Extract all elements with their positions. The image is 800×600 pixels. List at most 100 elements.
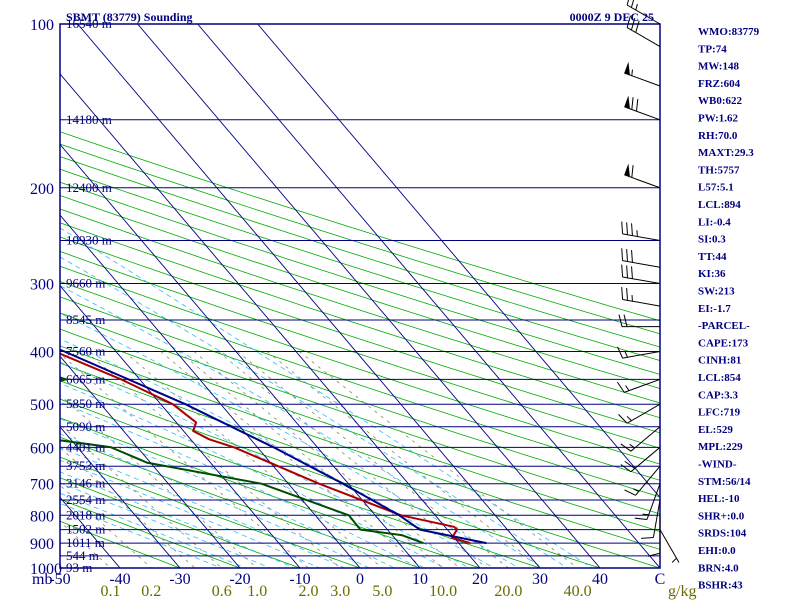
moist-adiabat-line bbox=[60, 338, 495, 568]
height-label: 9660 m bbox=[66, 276, 105, 291]
mixing-ratio-line bbox=[178, 351, 444, 568]
mixing-ratio-labels: 0.1 0.2 0.6 1.0 2.0 3.0 5.0 10.0 20.0 40.0 bbox=[101, 583, 592, 600]
sounding-index: TH:5757 bbox=[698, 164, 740, 176]
temperature-tick-label: -30 bbox=[169, 571, 190, 588]
wind-barb bbox=[621, 264, 661, 285]
sounding-index: EI:-1.7 bbox=[698, 303, 731, 315]
wind-barb-staff bbox=[624, 106, 661, 121]
mixing-ratio-label: 20.0 bbox=[494, 583, 522, 600]
dry-adiabat-line bbox=[60, 380, 602, 568]
wind-barb-feather bbox=[626, 249, 629, 262]
mixing-ratio-line bbox=[217, 351, 488, 568]
wind-barb-feather bbox=[631, 266, 633, 279]
mixing-ratio-label: 5.0 bbox=[372, 583, 392, 600]
dry-adiabat-line bbox=[60, 417, 482, 568]
height-label: 12400 m bbox=[66, 180, 112, 195]
dry-adiabat-line bbox=[60, 328, 660, 532]
height-label: 16540 m bbox=[66, 16, 112, 31]
height-label: 5850 m bbox=[66, 396, 105, 411]
temperature-tick-label: 40 bbox=[592, 571, 608, 588]
height-label: 2018 m bbox=[66, 507, 105, 522]
mixing-ratio-label: 10.0 bbox=[429, 583, 457, 600]
isotherm-line bbox=[60, 73, 481, 568]
wind-barb-staff bbox=[622, 298, 661, 307]
sounding-index: TT:44 bbox=[698, 251, 727, 263]
height-label: 4401 m bbox=[66, 439, 105, 454]
wind-barb-feather bbox=[631, 223, 633, 236]
wind-barb-staff bbox=[624, 378, 661, 393]
isotherm-line bbox=[197, 24, 660, 568]
wind-barb-feather bbox=[626, 287, 629, 301]
background-grid bbox=[60, 24, 660, 568]
wind-barb-feather bbox=[631, 250, 633, 263]
sounding-index: L57:5.1 bbox=[698, 182, 734, 194]
wind-barb-feather bbox=[626, 15, 631, 28]
pressure-tick-label: 500 bbox=[30, 397, 54, 414]
wind-barb-feather bbox=[621, 264, 624, 277]
dry-adiabat-line bbox=[60, 143, 660, 335]
wind-barb-staff bbox=[622, 260, 661, 268]
sounding-index: SHR+:0.0 bbox=[698, 510, 745, 522]
wind-barb bbox=[616, 378, 661, 393]
dry-adiabat-line bbox=[60, 195, 660, 389]
sounding-index: KI:36 bbox=[698, 268, 726, 280]
mixing-ratio-label: 1.0 bbox=[247, 583, 267, 600]
dry-adiabat-line bbox=[60, 498, 242, 568]
sounding-index: MAXT:29.3 bbox=[698, 147, 754, 159]
wind-barb-staff bbox=[659, 529, 680, 563]
dry-adiabat-line bbox=[60, 181, 660, 375]
wind-barb-feather bbox=[624, 489, 636, 496]
temperature-tick-label: C bbox=[655, 571, 666, 588]
height-label: 544 m bbox=[66, 548, 99, 563]
sounding-index: RH:70.0 bbox=[698, 130, 738, 142]
temperature-tick-label: 20 bbox=[472, 571, 488, 588]
wind-barb-half-feather bbox=[624, 351, 628, 358]
wind-barb-feather bbox=[630, 0, 635, 8]
isotherm-line bbox=[60, 143, 421, 568]
wind-barb bbox=[617, 346, 661, 359]
height-label: 1011 m bbox=[66, 535, 105, 550]
sounding-index: BRN:4.0 bbox=[698, 562, 739, 574]
isotherm-line bbox=[60, 284, 301, 568]
wind-barb-half-feather bbox=[625, 385, 630, 391]
mixing-ratio-label: 2.0 bbox=[299, 583, 319, 600]
pressure-tick-label: 200 bbox=[30, 181, 54, 198]
mixing-ratio-line bbox=[60, 424, 223, 568]
wind-barb-feather bbox=[617, 346, 624, 359]
sounding-index: MPL:229 bbox=[698, 441, 743, 453]
wind-barb-staff bbox=[652, 499, 661, 538]
wind-barb-feather bbox=[641, 536, 654, 539]
sounding-index: -PARCEL- bbox=[698, 320, 750, 332]
sounding-index: LCL:854 bbox=[698, 372, 741, 384]
wind-barb bbox=[621, 248, 661, 268]
wind-barb-pennant bbox=[624, 163, 630, 177]
wind-barb-staff bbox=[630, 446, 661, 473]
wind-barbs bbox=[616, 0, 680, 563]
wind-barb-half-feather bbox=[626, 415, 632, 422]
wind-barb bbox=[624, 465, 661, 496]
sounding-index: WMO:83779 bbox=[698, 26, 760, 38]
wind-barb-half-feather bbox=[671, 557, 677, 563]
wind-barb bbox=[626, 0, 661, 25]
moist-adiabat-line bbox=[60, 447, 346, 568]
isotherm-line bbox=[60, 214, 361, 568]
isotherm-line bbox=[77, 24, 541, 568]
dry-adiabat-line bbox=[60, 168, 660, 361]
wind-barb-feather bbox=[618, 314, 623, 327]
temperature-tick-label: 10 bbox=[412, 571, 428, 588]
dry-adiabat-line bbox=[60, 250, 660, 449]
mixing-ratio-label: 3.0 bbox=[330, 583, 350, 600]
wind-barb-half-feather bbox=[635, 3, 638, 11]
wind-barb-half-feather bbox=[629, 443, 636, 449]
wind-barb-feather bbox=[621, 287, 624, 300]
wind-barb-feather bbox=[647, 552, 661, 557]
dry-adiabat-line bbox=[60, 208, 660, 404]
wind-barb-feather bbox=[621, 221, 624, 234]
sounding-index: LCL:894 bbox=[698, 199, 741, 211]
sounding-index: HEL:-10 bbox=[698, 493, 740, 505]
isotherm-line bbox=[60, 496, 121, 568]
dry-adiabat-line bbox=[60, 362, 660, 568]
sounding-index: BSHR:43 bbox=[698, 580, 743, 592]
wind-barb-feather bbox=[626, 0, 630, 6]
wind-barb-staff bbox=[622, 276, 661, 285]
